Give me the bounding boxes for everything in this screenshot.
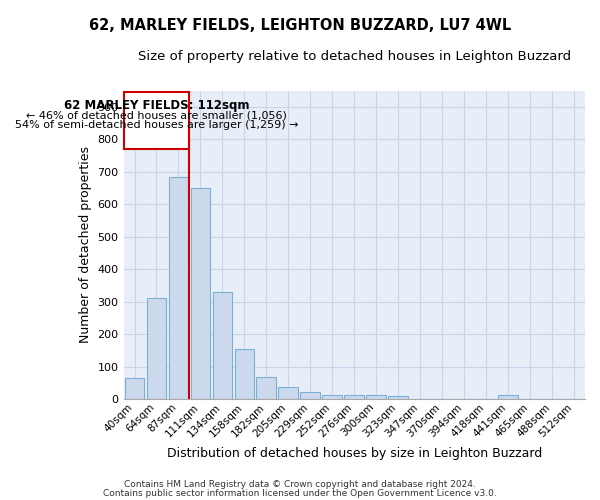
Bar [125,378,145,399]
Bar [146,298,166,399]
Text: 62, MARLEY FIELDS, LEIGHTON BUZZARD, LU7 4WL: 62, MARLEY FIELDS, LEIGHTON BUZZARD, LU7… [89,18,511,32]
Text: ← 46% of detached houses are smaller (1,056): ← 46% of detached houses are smaller (1,… [26,110,287,120]
Bar [322,395,342,399]
Text: Contains HM Land Registry data © Crown copyright and database right 2024.: Contains HM Land Registry data © Crown c… [124,480,476,489]
Bar [124,92,190,149]
Bar [169,176,188,399]
Y-axis label: Number of detached properties: Number of detached properties [79,146,92,344]
Title: Size of property relative to detached houses in Leighton Buzzard: Size of property relative to detached ho… [138,50,571,63]
Bar [344,395,364,399]
Bar [301,392,320,399]
Text: 54% of semi-detached houses are larger (1,259) →: 54% of semi-detached houses are larger (… [15,120,298,130]
Bar [235,348,254,399]
Text: 62 MARLEY FIELDS: 112sqm: 62 MARLEY FIELDS: 112sqm [64,100,249,112]
Bar [388,396,408,399]
Bar [367,396,386,399]
Bar [256,377,276,399]
Bar [212,292,232,399]
Bar [191,188,211,399]
Bar [498,395,518,399]
Bar [278,387,298,399]
Text: Contains public sector information licensed under the Open Government Licence v3: Contains public sector information licen… [103,488,497,498]
X-axis label: Distribution of detached houses by size in Leighton Buzzard: Distribution of detached houses by size … [167,447,542,460]
